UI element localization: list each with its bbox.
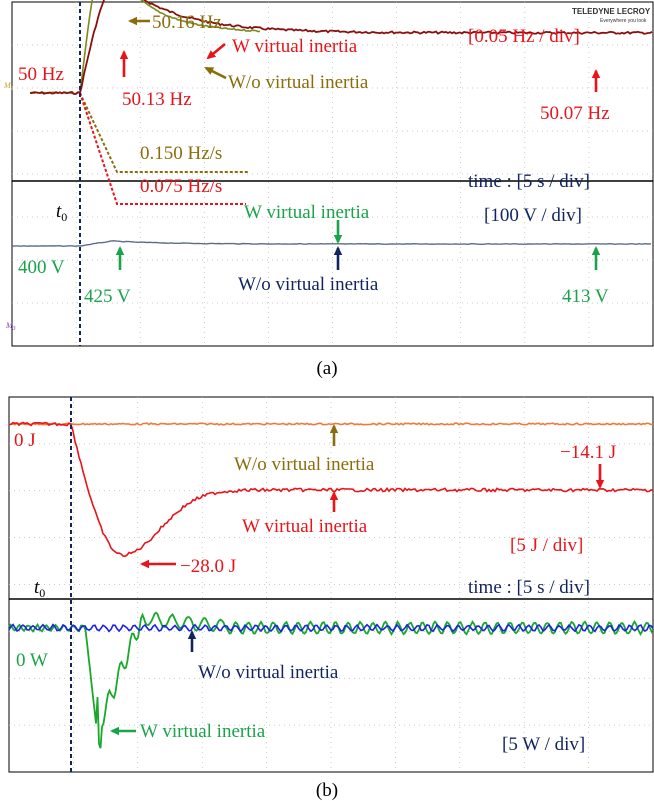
label-wo-inertia-v: W/o virtual inertia bbox=[238, 274, 379, 295]
arrow-w-inertia-a-head bbox=[206, 50, 217, 60]
arrow-425v-head bbox=[115, 246, 125, 255]
arrows-a bbox=[115, 16, 601, 270]
label-50-16hz: 50.16 Hz bbox=[152, 12, 222, 33]
label-t0-a: t0 bbox=[56, 201, 67, 224]
caption-b: (b) bbox=[316, 780, 338, 801]
rocof-line-w bbox=[79, 92, 246, 205]
label-rocof-w: 0.075 Hz/s bbox=[140, 176, 222, 197]
arrow-wo-inertia-v-head bbox=[333, 246, 343, 255]
label-0j: 0 J bbox=[14, 430, 36, 451]
label-wo-inertia-p: W/o virtual inertia bbox=[198, 662, 339, 683]
energy-trace-w-inertia bbox=[8, 421, 654, 558]
label-400v: 400 V bbox=[18, 257, 65, 278]
label-time-scale-a: time : [5 s / div] bbox=[468, 171, 590, 192]
label-minus-14-1j: −14.1 J bbox=[560, 442, 616, 463]
panel-b: 0 J W/o virtual inertia −14.1 J W virtua… bbox=[8, 396, 654, 801]
arrow-min-j-head bbox=[140, 559, 149, 569]
voltage-trace bbox=[11, 240, 652, 248]
caption-a: (a) bbox=[316, 358, 337, 379]
label-wo-inertia-a: W/o virtual inertia bbox=[228, 72, 369, 93]
label-0w: 0 W bbox=[16, 650, 48, 671]
arrow-w-inertia-p-head bbox=[110, 726, 119, 736]
freq-trace-w-inertia bbox=[29, 0, 653, 95]
arrows-b bbox=[110, 424, 605, 736]
label-scale-hz: [0.05 Hz / div] bbox=[468, 26, 580, 47]
arrow-final-hz-head bbox=[591, 69, 601, 78]
arrow-w-inertia-v-head bbox=[333, 235, 343, 244]
panel-a: M1 M3 TELEDYNE LECROY Everywhere you loo… bbox=[3, 0, 654, 379]
panel-a-grid bbox=[12, 2, 653, 346]
label-scale-j: [5 J / div] bbox=[510, 535, 583, 556]
channel-tag-m1: M1 bbox=[3, 81, 14, 92]
power-trace-w-inertia bbox=[8, 611, 654, 749]
label-w-inertia-p: W virtual inertia bbox=[140, 721, 266, 742]
arrow-w-inertia-e-head bbox=[329, 491, 339, 500]
arrow-peak-w-head bbox=[119, 50, 129, 59]
label-50-07hz: 50.07 Hz bbox=[540, 103, 610, 124]
label-scale-w: [5 W / div] bbox=[502, 734, 585, 755]
label-425v: 425 V bbox=[84, 286, 131, 307]
arrow-wo-inertia-e-head bbox=[329, 424, 339, 433]
channel-tag-m3: M3 bbox=[5, 321, 16, 332]
label-rocof-wo: 0.150 Hz/s bbox=[140, 143, 222, 164]
arrow-final-j-head bbox=[595, 480, 605, 489]
label-50hz: 50 Hz bbox=[18, 64, 64, 85]
arrow-wo-inertia-p-head bbox=[187, 630, 197, 639]
arrow-peak-wo-head bbox=[128, 16, 137, 26]
scope-brand: TELEDYNE LECROY bbox=[572, 7, 651, 16]
label-t0-b: t0 bbox=[34, 577, 45, 600]
label-wo-inertia-e: W/o virtual inertia bbox=[234, 454, 375, 475]
panel-b-frame bbox=[8, 396, 654, 773]
scope-brand-sub: Everywhere you look bbox=[600, 18, 647, 24]
label-minus-28j: −28.0 J bbox=[180, 556, 236, 577]
label-w-inertia-e: W virtual inertia bbox=[242, 516, 368, 537]
label-w-inertia-v: W virtual inertia bbox=[244, 202, 370, 223]
label-413v: 413 V bbox=[562, 286, 609, 307]
label-w-inertia-a: W virtual inertia bbox=[232, 36, 358, 57]
label-scale-v: [100 V / div] bbox=[484, 205, 582, 226]
label-50-13hz: 50.13 Hz bbox=[122, 89, 192, 110]
rocof-line-wo bbox=[79, 92, 248, 173]
power-trace-wo-inertia bbox=[8, 623, 654, 633]
energy-trace-wo-inertia bbox=[8, 422, 654, 426]
arrow-wo-inertia-a-head bbox=[204, 67, 215, 75]
label-time-scale-b: time : [5 s / div] bbox=[468, 577, 590, 598]
arrow-413v-head bbox=[591, 246, 601, 255]
